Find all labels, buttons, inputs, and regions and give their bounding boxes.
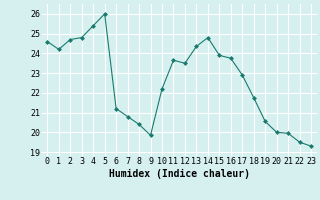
X-axis label: Humidex (Indice chaleur): Humidex (Indice chaleur) <box>109 169 250 179</box>
